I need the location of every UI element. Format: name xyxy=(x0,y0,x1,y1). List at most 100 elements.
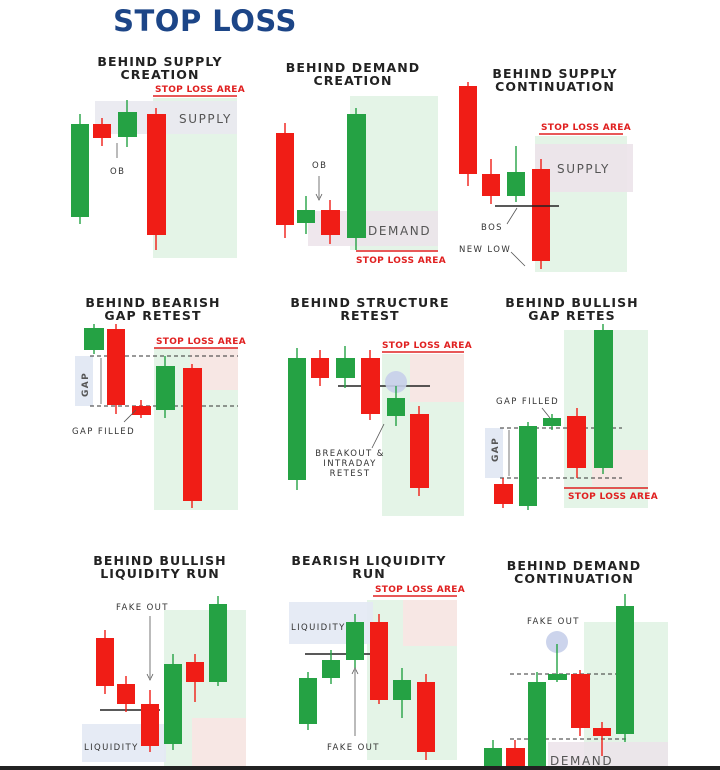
candle xyxy=(164,654,182,750)
ob-label: OB xyxy=(110,167,125,177)
panel-title: BEHIND BEARISH GAP RETEST xyxy=(85,295,221,323)
candle xyxy=(548,644,567,682)
fake-out-arrowhead xyxy=(146,673,154,681)
candle xyxy=(616,594,634,742)
candle xyxy=(107,324,125,414)
fake-out-label: FAKE OUT xyxy=(527,617,580,627)
candle xyxy=(484,740,502,770)
candle xyxy=(528,672,546,770)
panel-title: BEHIND BULLISH LIQUIDITY RUN xyxy=(93,553,227,581)
new-low-label: NEW LOW xyxy=(459,245,511,255)
panel-diagram: LIQUIDITY FAKE OUT xyxy=(82,596,246,766)
retest-label-line: INTRADAY xyxy=(323,459,376,469)
candle xyxy=(322,650,340,684)
gap-filled-label: GAP FILLED xyxy=(496,397,559,407)
candle xyxy=(387,386,405,426)
panel-diagram: STOP LOSS AREA SUPPLY OB xyxy=(71,85,245,258)
liquidity-label: LIQUIDITY xyxy=(84,743,139,753)
supply-label: SUPPLY xyxy=(179,112,232,126)
candle xyxy=(410,406,429,496)
candle xyxy=(571,670,590,736)
fake-out-arrowhead xyxy=(351,667,359,675)
candle xyxy=(361,350,380,420)
gap-filled-pointer xyxy=(123,409,137,423)
panel-diagram: STOP LOSS AREA GAP GAP FILLED xyxy=(72,324,246,510)
candle xyxy=(482,159,500,204)
bos-pointer xyxy=(506,207,518,225)
page-title: STOP LOSS xyxy=(113,4,297,38)
ob-arrowhead xyxy=(315,193,323,201)
supply-label: SUPPLY xyxy=(557,162,610,176)
panel-diagram: DEMAND FAKE OUT xyxy=(484,594,668,770)
candle xyxy=(594,324,613,474)
candle xyxy=(118,100,137,147)
fake-out-highlight xyxy=(546,631,568,653)
stop-loss-label: STOP LOSS AREA xyxy=(375,585,465,595)
candle xyxy=(321,200,340,244)
panel-behind-bearish-gap-retest: BEHIND BEARISH GAP RETEST STOP LOSS AREA… xyxy=(70,296,250,516)
candle xyxy=(186,654,204,702)
candle xyxy=(567,408,586,478)
candle xyxy=(370,614,388,704)
panel-title: BEHIND SUPPLY CONTINUATION xyxy=(492,66,618,94)
panel-diagram: STOP LOSS AREA GAP GAP FILLED xyxy=(485,324,658,510)
supply-zone xyxy=(535,144,633,192)
retest-label-line: BREAKOUT & xyxy=(315,449,384,459)
stop-loss-label: STOP LOSS AREA xyxy=(541,123,631,133)
candle xyxy=(183,364,202,508)
retest-pointer xyxy=(371,423,385,449)
panel-title: BEHIND DEMAND CONTINUATION xyxy=(506,558,642,586)
candle xyxy=(117,676,135,712)
panel-behind-demand-continuation: BEHIND DEMAND CONTINUATION DEMAND FAKE O… xyxy=(480,556,680,770)
fake-out-label: FAKE OUT xyxy=(327,743,380,753)
gap-label: GAP xyxy=(81,372,91,397)
stop-loss-area-shade xyxy=(192,718,246,766)
candle xyxy=(494,478,513,508)
panel-bearish-liquidity-run: BEARISH LIQUIDITY RUN STOP LOSS AREA LIQ… xyxy=(283,554,465,766)
panel-diagram: STOP LOSS AREA SUPPLY BOS NEW LOW xyxy=(459,82,633,272)
panel-behind-demand-creation: BEHIND DEMAND CREATION STOP LOSS AREA DE… xyxy=(268,58,448,268)
candle xyxy=(593,722,611,756)
candle xyxy=(299,672,317,730)
demand-label: DEMAND xyxy=(550,754,613,768)
candle xyxy=(507,146,525,202)
candle xyxy=(347,108,366,250)
panel-behind-bullish-gap-retes: BEHIND BULLISH GAP RETES STOP LOSS AREA … xyxy=(482,296,672,521)
candle xyxy=(84,324,104,354)
panel-title: BEHIND SUPPLY CREATION xyxy=(97,54,223,82)
fake-out-label: FAKE OUT xyxy=(116,603,169,613)
ob-label: OB xyxy=(312,161,327,171)
gap-filled-pointer xyxy=(541,407,551,419)
candle xyxy=(393,668,411,718)
demand-label: DEMAND xyxy=(368,224,431,238)
candle xyxy=(71,114,89,224)
stop-loss-label: STOP LOSS AREA xyxy=(382,341,472,351)
candle xyxy=(209,596,227,686)
candle xyxy=(96,630,114,694)
candle xyxy=(506,740,525,770)
panel-title: BEHIND DEMAND CREATION xyxy=(285,60,421,88)
candle xyxy=(141,690,159,752)
candle xyxy=(311,350,329,386)
new-low-pointer xyxy=(510,251,526,267)
candle xyxy=(417,674,435,760)
candle xyxy=(543,414,561,430)
candle xyxy=(93,118,111,146)
liquidity-label: LIQUIDITY xyxy=(291,623,346,633)
candle xyxy=(276,123,294,238)
panel-behind-supply-continuation: BEHIND SUPPLY CONTINUATION STOP LOSS ARE… xyxy=(455,64,645,279)
demand-zone xyxy=(548,742,668,770)
panel-title: BEHIND BULLISH GAP RETES xyxy=(505,295,639,323)
candle xyxy=(346,614,364,668)
candle xyxy=(336,346,355,388)
gap-box xyxy=(485,428,503,478)
panel-behind-supply-creation: BEHIND SUPPLY CREATION STOP LOSS AREA SU… xyxy=(60,52,250,262)
candle xyxy=(297,196,315,234)
stop-loss-label: STOP LOSS AREA xyxy=(568,492,658,502)
stop-loss-label: STOP LOSS AREA xyxy=(156,337,246,347)
stop-loss-label: STOP LOSS AREA xyxy=(155,85,245,95)
gap-box xyxy=(75,356,93,406)
stop-loss-area-shade xyxy=(403,600,457,646)
panel-behind-bullish-liquidity-run: BEHIND BULLISH LIQUIDITY RUN LIQUIDITY F… xyxy=(80,554,250,766)
stop-loss-label: STOP LOSS AREA xyxy=(356,256,446,266)
